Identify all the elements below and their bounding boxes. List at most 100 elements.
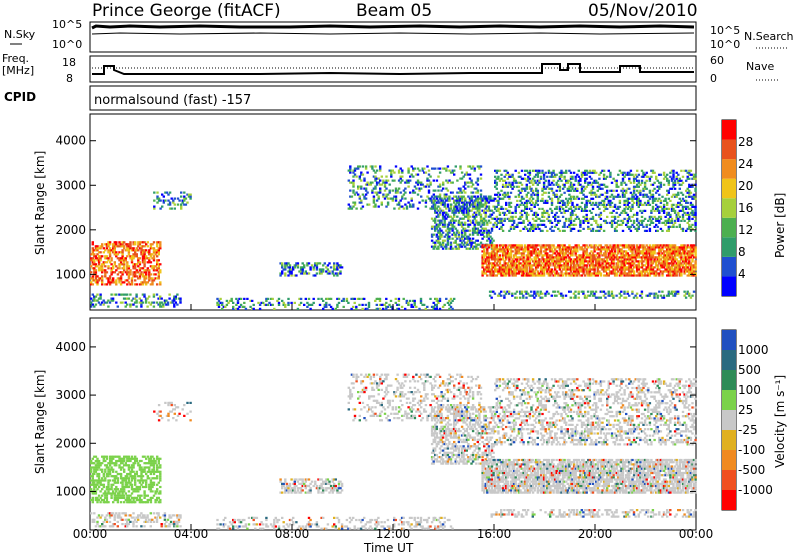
echo-cell — [590, 223, 593, 226]
echo-cell — [574, 258, 577, 261]
echo-cell — [446, 233, 450, 236]
echo-cell — [643, 264, 647, 267]
echo-cell — [501, 270, 505, 273]
echo-cell — [561, 215, 565, 218]
echo-cell — [680, 244, 683, 247]
echo-cell — [568, 197, 571, 200]
echo-cell — [93, 269, 96, 272]
echo-cell — [535, 254, 538, 257]
echo-cell — [620, 258, 623, 261]
echo-cell — [352, 181, 355, 184]
echo-cell — [664, 246, 667, 249]
echo-cell — [617, 195, 620, 198]
echo-cell — [538, 179, 541, 182]
echo-cell — [404, 203, 407, 206]
echo-cell — [666, 201, 669, 204]
echo-cell — [533, 252, 536, 255]
echo-cell — [435, 235, 438, 238]
echo-cell — [123, 263, 126, 266]
echo-cell — [467, 213, 470, 216]
echo-cell — [694, 223, 697, 226]
echo-cell — [577, 258, 580, 261]
echo-cell — [490, 244, 494, 247]
echo-cell — [446, 199, 450, 202]
echo-cell — [634, 227, 637, 230]
echo-cell — [446, 243, 450, 246]
echo-cell — [519, 244, 522, 247]
echo-cell — [615, 264, 618, 267]
echo-cell — [481, 270, 484, 273]
echo-cell — [531, 250, 535, 253]
echo-cell — [467, 219, 470, 222]
echo-cell — [91, 259, 94, 262]
echo-cell — [587, 262, 590, 265]
echo-cell — [467, 243, 470, 246]
echo-cell — [549, 171, 552, 174]
echo-cell — [574, 177, 577, 180]
echo-cell — [645, 258, 648, 261]
echo-cell — [118, 265, 121, 268]
echo-cell — [481, 203, 484, 206]
echo-cell — [309, 307, 312, 310]
echo-cell — [479, 199, 483, 202]
echo-cell — [397, 179, 401, 182]
echo-cell — [579, 183, 582, 186]
echo-cell — [132, 243, 135, 246]
cpid-text: normalsound (fast) -157 — [94, 93, 251, 108]
echo-cell — [443, 167, 446, 170]
echo-cell — [688, 217, 691, 220]
echo-cell — [320, 268, 323, 271]
echo-cell — [648, 246, 652, 249]
echo-cell — [519, 266, 522, 269]
echo-cell — [661, 274, 664, 277]
echo-cell — [454, 199, 457, 202]
echo-cell — [508, 260, 511, 263]
echo-cell — [673, 270, 677, 273]
echo-cell — [140, 247, 143, 250]
echo-cell — [432, 201, 435, 204]
echo-cell — [460, 191, 464, 194]
echo-cell — [462, 213, 465, 216]
echo-cell — [334, 268, 337, 271]
echo-cell — [364, 307, 367, 310]
echo-cell — [615, 256, 618, 259]
echo-cell — [620, 260, 623, 263]
echo-cell — [623, 189, 626, 192]
echo-cell — [612, 219, 615, 222]
echo-cell — [533, 274, 536, 277]
echo-cell — [612, 270, 615, 273]
echo-cell — [509, 262, 513, 265]
echo-cell — [159, 269, 162, 272]
echo-cell — [101, 283, 104, 286]
echo-cell — [465, 205, 468, 208]
echo-cell — [157, 263, 160, 266]
echo-cell — [522, 264, 525, 267]
echo-cell — [628, 258, 631, 261]
echo-cell — [243, 301, 246, 304]
echo-cell — [424, 185, 428, 188]
echo-cell — [656, 207, 659, 210]
echo-cell — [432, 167, 435, 170]
echo-cell — [577, 256, 580, 259]
echo-cell — [413, 191, 417, 194]
echo-cell — [358, 297, 361, 300]
echo-cell — [483, 229, 486, 232]
echo-cell — [566, 201, 569, 204]
echo-cell — [501, 258, 505, 261]
echo-cell — [449, 181, 453, 184]
echo-cell — [91, 257, 94, 260]
echo-cell — [678, 250, 681, 253]
echo-cell — [530, 193, 533, 196]
echo-cell — [497, 256, 500, 259]
echo-cell — [563, 175, 566, 178]
echo-cell — [666, 246, 669, 249]
echo-cell — [680, 252, 683, 255]
echo-cell — [135, 299, 138, 302]
echo-cell — [612, 272, 615, 275]
echo-cell — [140, 303, 143, 306]
echo-cell — [669, 274, 672, 277]
echo-cell — [623, 250, 626, 253]
echo-cell — [462, 185, 465, 188]
echo-cell — [168, 297, 171, 300]
echo-cell — [555, 270, 558, 273]
